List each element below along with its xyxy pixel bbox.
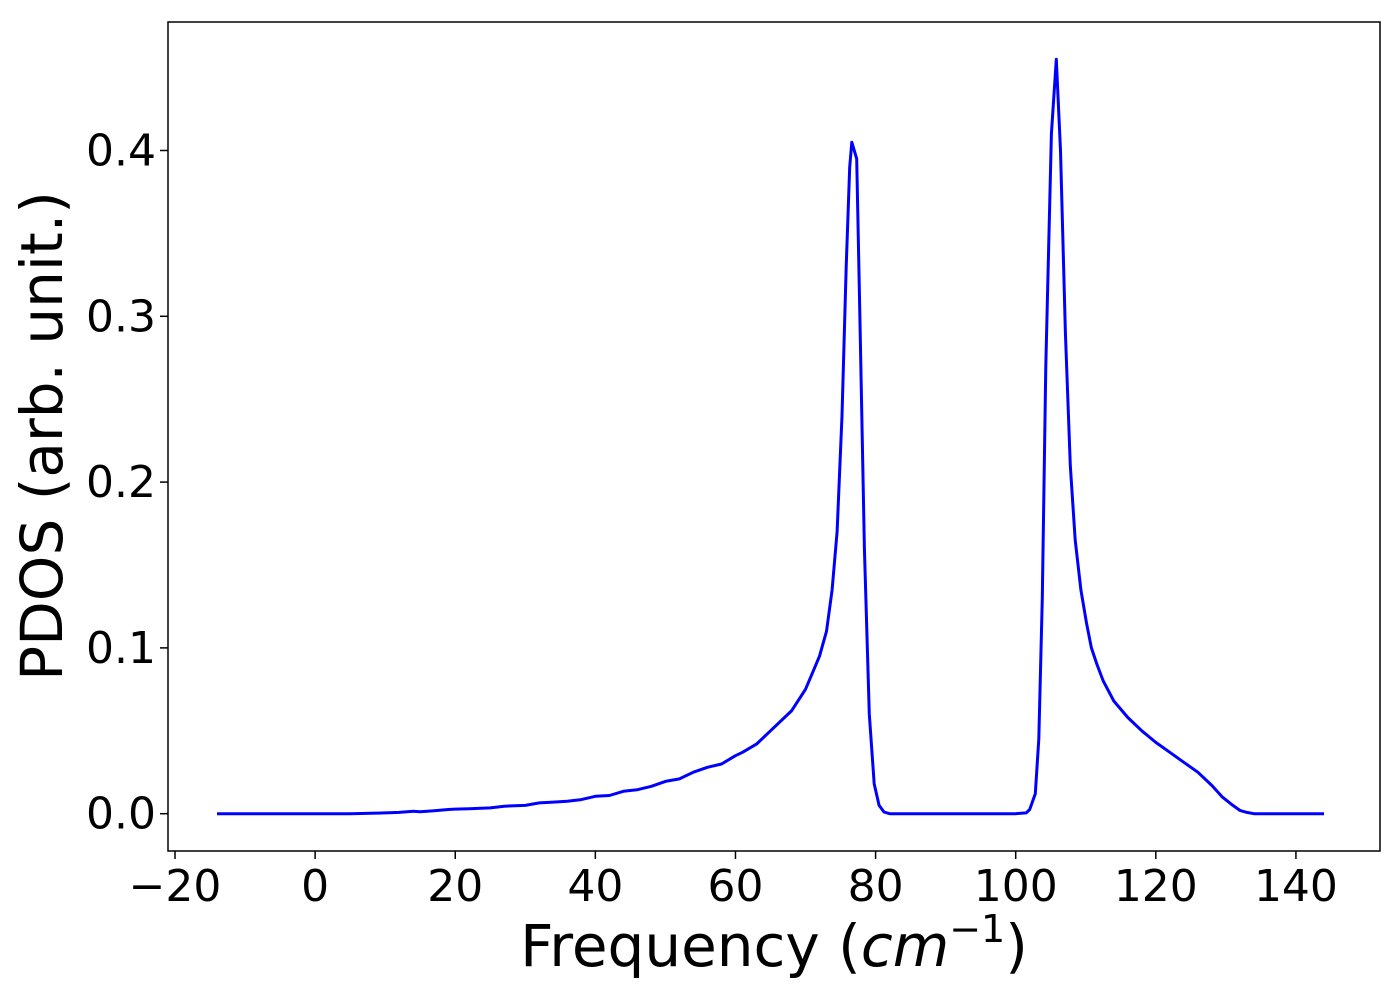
y-tick-label: 0.4 (86, 125, 156, 176)
series-line (217, 57, 1324, 816)
y-tick-label: 0.1 (86, 623, 156, 674)
x-tick-label: 120 (1114, 861, 1198, 912)
x-tick-label: 0 (301, 861, 329, 912)
y-tick-label: 0.2 (86, 457, 156, 508)
x-tick-label: 140 (1254, 861, 1338, 912)
x-axis-label: Frequency (cm−1) (520, 907, 1028, 980)
x-axis-label-unit: cm (861, 912, 949, 980)
x-axis-ticks: −20 0 20 40 60 80 100 120 140 (129, 851, 1338, 912)
y-tick-label: 0.0 (86, 789, 156, 840)
plot-frame (167, 21, 1381, 852)
x-tick-label: −20 (129, 861, 222, 912)
y-tick-label: 0.3 (86, 291, 156, 342)
x-axis-label-unit-exponent: −1 (949, 907, 1005, 951)
x-tick-label: 60 (707, 861, 763, 912)
x-axis-label-paren-close: ) (1005, 912, 1028, 980)
series-layer (217, 57, 1324, 816)
x-tick-label: 40 (567, 861, 623, 912)
x-tick-label: 20 (427, 861, 483, 912)
x-axis-label-paren-open: ( (820, 912, 861, 980)
x-tick-label: 80 (848, 861, 904, 912)
y-axis-label: PDOS (arb. unit.) (8, 191, 76, 681)
x-axis-label-text: Frequency (520, 912, 820, 980)
x-tick-label: 100 (974, 861, 1058, 912)
y-axis-ticks: 0.0 0.1 0.2 0.3 0.4 (86, 125, 168, 840)
